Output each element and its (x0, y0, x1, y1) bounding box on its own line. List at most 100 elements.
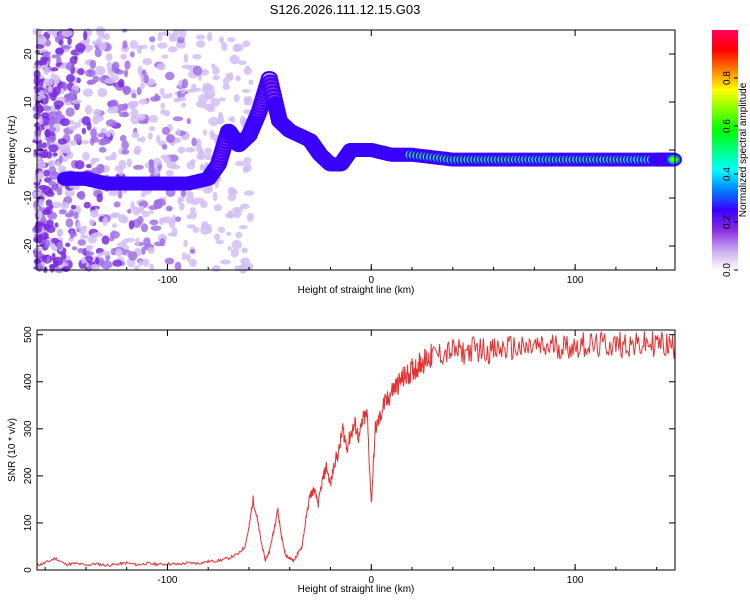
noise-blob (129, 51, 135, 58)
noise-blob (47, 188, 54, 194)
noise-blob (112, 259, 123, 267)
noise-blob (43, 78, 54, 87)
noise-blob (89, 209, 99, 218)
noise-blob (96, 163, 105, 174)
noise-blob (159, 217, 168, 223)
noise-blob (240, 263, 251, 272)
noise-blob (73, 121, 82, 128)
noise-blob (235, 75, 241, 82)
noise-blob (95, 26, 106, 35)
snr-series-line (36, 331, 676, 568)
x-tick-label: 100 (567, 575, 584, 586)
noise-blob (140, 223, 149, 233)
noise-blob (192, 53, 202, 60)
noise-blob (142, 58, 153, 66)
snr-y-label: SNR (10 * v/v) (7, 418, 18, 482)
noise-blob (138, 113, 146, 121)
noise-blob (222, 83, 231, 90)
noise-blob (225, 212, 236, 219)
noise-blob (148, 114, 159, 123)
noise-blob (181, 102, 187, 108)
noise-blob (55, 110, 63, 120)
colorbar-ticks: 0.0 0.2 0.4 0.6 0.8 (722, 71, 738, 277)
noise-blob (90, 233, 98, 239)
noise-blob (191, 83, 197, 91)
noise-blob (48, 118, 55, 128)
noise-blob (130, 108, 139, 119)
noise-blob (118, 171, 124, 176)
noise-blob (54, 75, 61, 84)
noise-blob (36, 161, 47, 169)
noise-blob (140, 82, 146, 89)
noise-blob (148, 205, 159, 210)
noise-blob (115, 248, 123, 257)
noise-blob (125, 237, 136, 243)
colorbar-tick-label: 0.6 (722, 119, 733, 133)
noise-blob (33, 237, 43, 243)
x-tick-label: -100 (157, 275, 177, 286)
noise-blob (106, 61, 113, 70)
noise-blob (165, 170, 174, 177)
noise-blob (110, 151, 117, 161)
noise-blob (81, 127, 87, 135)
noise-blob (41, 112, 50, 119)
noise-blob (201, 223, 209, 229)
noise-blob (68, 125, 77, 131)
noise-blob (165, 205, 173, 212)
noise-blob (52, 152, 58, 157)
colorbar-label: Normalized spectral amplitude (738, 82, 749, 217)
noise-blob (196, 40, 206, 48)
noise-blob (164, 71, 175, 81)
noise-blob (143, 74, 149, 84)
noise-blob (114, 69, 125, 75)
noise-blob (186, 224, 197, 229)
noise-blob (60, 201, 70, 210)
noise-blob (71, 99, 82, 104)
noise-blob (150, 225, 162, 231)
noise-blob (35, 104, 44, 114)
noise-blob (58, 155, 63, 164)
noise-blob (227, 37, 236, 43)
noise-blob (35, 44, 45, 50)
noise-blob (38, 115, 43, 125)
noise-blob (245, 65, 250, 71)
noise-blob (35, 221, 45, 227)
noise-blob (52, 185, 58, 191)
noise-blob (133, 148, 139, 155)
noise-blob (189, 207, 196, 213)
noise-blob (218, 36, 225, 44)
colorbar-gradient (712, 30, 738, 270)
noise-blob (230, 248, 239, 258)
noise-blob (212, 75, 220, 81)
noise-blob (138, 44, 148, 50)
noise-blob (100, 127, 107, 134)
noise-blob (97, 252, 103, 258)
noise-blob (38, 184, 48, 191)
noise-blob (204, 147, 212, 155)
noise-blob (45, 199, 53, 207)
snr-x-label: Height of straight line (km) (298, 584, 415, 595)
noise-blob (77, 248, 84, 254)
noise-blob (192, 65, 203, 76)
noise-blob (186, 253, 191, 262)
noise-blob (149, 209, 154, 214)
noise-blob (96, 193, 103, 203)
noise-blob (89, 59, 97, 70)
noise-blob (222, 77, 230, 86)
snr-panel: -100 0 100 0 100 200 300 400 500 Height of strai… (7, 326, 676, 595)
noise-blob (238, 224, 248, 230)
noise-blob (161, 144, 168, 150)
noise-blob (65, 107, 75, 117)
noise-blob (109, 212, 119, 219)
noise-blob (68, 119, 75, 125)
noise-blob (178, 202, 185, 211)
noise-blob (128, 220, 135, 230)
noise-blob (120, 53, 127, 60)
noise-blob (41, 51, 51, 56)
noise-blob (184, 147, 196, 153)
noise-blob (44, 239, 51, 248)
noise-blob (85, 164, 92, 169)
noise-blob (117, 103, 128, 111)
